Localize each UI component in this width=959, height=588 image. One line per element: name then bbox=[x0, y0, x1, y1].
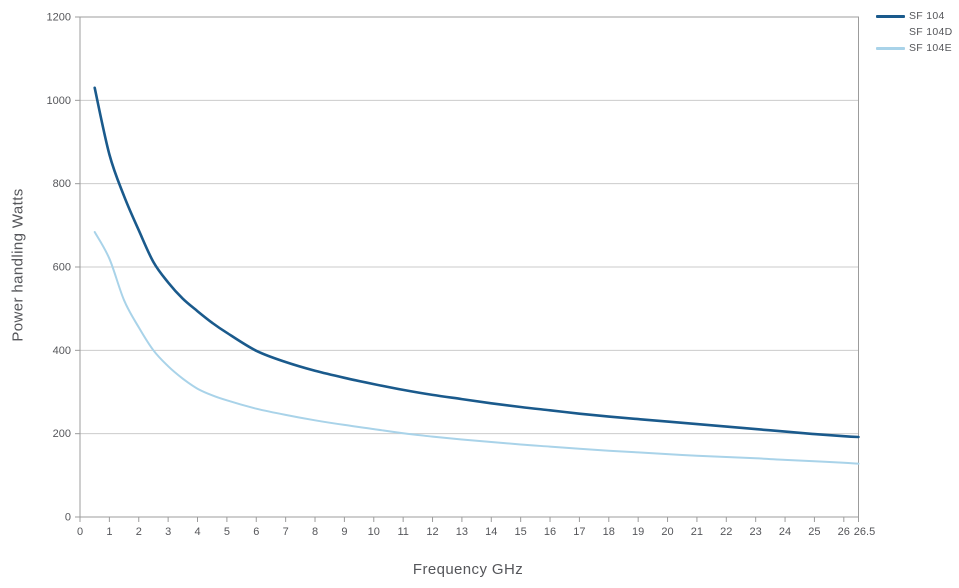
legend-swatch-sf-104d bbox=[876, 30, 905, 34]
legend-label-sf-104: SF 104 bbox=[909, 10, 945, 22]
x-tick-label: 25 bbox=[808, 526, 820, 538]
x-tick-label: 13 bbox=[456, 526, 468, 538]
x-tick-label: 8 bbox=[312, 526, 318, 538]
y-tick-label: 800 bbox=[53, 178, 71, 190]
x-axis-title: Frequency GHz bbox=[412, 561, 524, 578]
x-tick-label: 10 bbox=[368, 526, 380, 538]
x-tick-label: 15 bbox=[515, 526, 527, 538]
x-tick-label: 11 bbox=[397, 526, 408, 538]
x-tick-label: 0 bbox=[77, 526, 83, 538]
x-tick-label: 26.5 bbox=[854, 526, 875, 538]
x-tick-label: 22 bbox=[720, 526, 732, 538]
legend-item-sf-104e: SF 104E bbox=[876, 42, 953, 54]
legend-item-sf-104: SF 104 bbox=[876, 10, 953, 22]
y-tick-label: 1000 bbox=[47, 95, 71, 107]
legend-swatch-sf-104 bbox=[876, 14, 905, 18]
x-tick-label: 4 bbox=[194, 526, 200, 538]
legend-label-sf-104e: SF 104E bbox=[909, 42, 952, 54]
series-line-sf-104e bbox=[93, 231, 860, 465]
x-tick-label: 1 bbox=[106, 526, 112, 538]
y-tick-label: 600 bbox=[53, 262, 71, 274]
x-tick-label: 3 bbox=[165, 526, 171, 538]
x-tick-label: 17 bbox=[573, 526, 585, 538]
x-tick-label: 2 bbox=[136, 526, 142, 538]
y-tick-label: 0 bbox=[65, 512, 71, 524]
y-tick-label: 400 bbox=[53, 345, 71, 357]
x-tick-label: 12 bbox=[426, 526, 438, 538]
x-tick-label: 18 bbox=[603, 526, 615, 538]
legend-item-sf-104d: SF 104D bbox=[876, 26, 953, 38]
x-tick-label: 26 bbox=[838, 526, 850, 538]
x-tick-label: 6 bbox=[253, 526, 259, 538]
y-tick-label: 1200 bbox=[47, 12, 71, 24]
y-axis-title: Power handling Watts bbox=[9, 188, 27, 342]
x-tick-label: 23 bbox=[750, 526, 762, 538]
series-line-sf-104 bbox=[93, 86, 860, 439]
x-tick-label: 21 bbox=[691, 526, 703, 538]
y-tick-label: 200 bbox=[53, 428, 71, 440]
x-tick-label: 20 bbox=[661, 526, 673, 538]
x-tick-label: 24 bbox=[779, 526, 791, 538]
legend-label-sf-104d: SF 104D bbox=[909, 26, 953, 38]
x-tick-label: 7 bbox=[283, 526, 289, 538]
x-tick-label: 5 bbox=[224, 526, 230, 538]
legend-swatch-sf-104e bbox=[876, 46, 905, 50]
x-tick-label: 14 bbox=[485, 526, 497, 538]
x-tick-label: 9 bbox=[341, 526, 347, 538]
x-tick-label: 19 bbox=[632, 526, 644, 538]
x-tick-label: 16 bbox=[544, 526, 556, 538]
legend: SF 104 SF 104D SF 104E bbox=[876, 10, 953, 54]
